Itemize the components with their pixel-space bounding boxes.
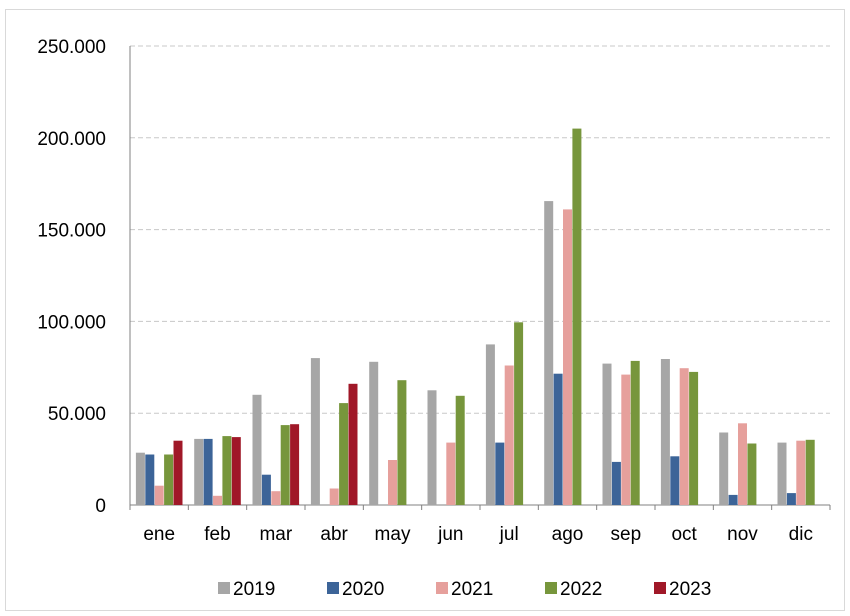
bar-2019-jun <box>427 390 437 506</box>
legend: 2019 2020 2021 2022 2023 <box>218 579 711 600</box>
bar-2022-ene <box>164 454 174 505</box>
legend-swatch-2021 <box>436 582 448 594</box>
bar-2021-jun <box>446 442 456 505</box>
bar-2020-feb <box>203 438 213 505</box>
x-tick-label: may <box>375 524 411 545</box>
bar-2022-sep <box>630 360 640 505</box>
bar-2019-feb <box>194 438 204 505</box>
y-tick-label: 50.000 <box>48 404 106 425</box>
legend-swatch-2019 <box>218 582 230 594</box>
bar-2019-may <box>369 361 379 505</box>
bar-2021-sep <box>621 374 631 505</box>
bar-2020-jul <box>495 442 505 505</box>
bar-2020-dic <box>786 493 796 505</box>
x-tick-labels: ene feb mar abr may jun jul ago sep oct nov dic <box>143 524 813 545</box>
bar-2020-oct <box>670 456 680 505</box>
axes <box>129 46 831 510</box>
legend-label: 2021 <box>451 579 493 600</box>
bar-2019-oct <box>660 359 670 505</box>
bar-2022-jun <box>455 395 465 505</box>
y-tick-label: 150.000 <box>37 221 106 242</box>
bar-2022-ago <box>572 128 582 505</box>
legend-label: 2023 <box>669 579 711 600</box>
bar-2020-sep <box>611 461 621 505</box>
bar-2023-abr <box>348 383 358 505</box>
bar-2021-dic <box>796 440 806 505</box>
bar-2022-may <box>397 380 407 505</box>
bar-2020-nov <box>728 494 738 505</box>
x-tick-label: sep <box>611 524 642 545</box>
bar-2021-feb <box>213 495 222 505</box>
y-tick-label: 200.000 <box>37 129 106 150</box>
x-tick-label: jun <box>437 524 463 545</box>
bar-2019-mar <box>252 394 262 505</box>
bar-2019-abr <box>310 358 320 505</box>
bar-2019-sep <box>602 363 612 505</box>
bar-2019-jul <box>485 344 495 505</box>
x-tick-label: oct <box>671 524 697 545</box>
legend-label: 2020 <box>342 579 384 600</box>
legend-swatch-2023 <box>654 582 666 594</box>
x-tick-label: ago <box>552 524 584 545</box>
x-tick-label: dic <box>789 524 813 545</box>
bar-2019-ene <box>135 452 145 505</box>
bar-2023-ene <box>173 440 183 505</box>
bar-2019-nov <box>719 432 729 505</box>
bar-2020-ene <box>145 454 155 505</box>
y-tick-label: 0 <box>95 496 106 517</box>
bar-2019-ago <box>544 201 554 505</box>
bar-2022-feb <box>222 436 232 505</box>
y-tick-labels: 0 50.000 100.000 150.000 200.000 250.000 <box>37 37 106 517</box>
bar-2022-nov <box>747 443 757 505</box>
bar-2023-mar <box>290 424 300 505</box>
x-tick-label: mar <box>259 524 292 545</box>
x-tick-label: nov <box>727 524 758 545</box>
chart-frame <box>5 9 845 611</box>
bar-2021-mar <box>271 491 281 505</box>
bar-2022-mar <box>280 425 290 505</box>
legend-swatch-2022 <box>545 582 557 594</box>
y-tick-label: 100.000 <box>37 312 106 333</box>
bar-2021-ene <box>154 485 164 505</box>
bar-2021-oct <box>679 368 689 505</box>
gridlines <box>130 45 830 414</box>
x-tick-label: jul <box>499 524 519 545</box>
bar-2020-mar <box>261 474 271 505</box>
bar-2021-abr <box>329 488 339 505</box>
bar-2019-dic <box>777 442 787 505</box>
bar-2021-ago <box>563 209 572 505</box>
x-tick-label: ene <box>143 524 175 545</box>
x-tick-label: feb <box>204 524 230 545</box>
bar-2021-jul <box>504 365 514 505</box>
bars <box>135 128 815 506</box>
bar-2021-nov <box>738 423 747 505</box>
legend-label: 2022 <box>560 579 602 600</box>
bar-2022-oct <box>689 371 699 505</box>
bar-2022-dic <box>805 439 815 505</box>
bar-2022-abr <box>339 403 349 505</box>
bar-2023-feb <box>231 437 241 505</box>
legend-swatch-2020 <box>327 582 339 594</box>
legend-label: 2019 <box>233 579 275 600</box>
y-tick-label: 250.000 <box>37 37 106 58</box>
x-tick-label: abr <box>320 524 348 545</box>
bar-2021-may <box>388 460 397 505</box>
bar-2020-ago <box>553 373 563 505</box>
bar-2022-jul <box>514 322 524 505</box>
